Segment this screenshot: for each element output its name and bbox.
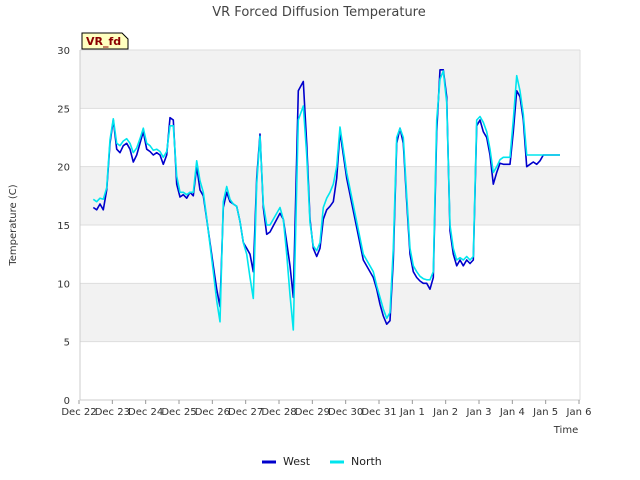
legend-label-north: North [351,455,382,468]
y-tick-label: 15 [57,221,70,232]
y-tick-label: 0 [64,396,70,407]
x-tick-label: Jan 5 [532,407,558,418]
x-tick-label: Dec 27 [228,407,263,418]
x-tick-label: Dec 30 [328,407,363,418]
series-lines [92,69,560,331]
x-tick-label: Dec 31 [361,407,396,418]
x-tick-label: Jan 3 [466,407,492,418]
x-tick-label: Jan 4 [499,407,525,418]
tag-label: VR_fd [86,35,121,48]
x-tick-label: Dec 29 [295,407,330,418]
x-tick-label: Dec 24 [128,407,163,418]
y-tick-label: 20 [57,163,70,174]
x-tick-label: Dec 22 [61,407,96,418]
x-tick-label: Jan 1 [399,407,425,418]
chart-title: VR Forced Diffusion Temperature [212,5,426,20]
vr-fd-tag: VR_fd [81,32,129,50]
x-tick-label: Jan 6 [566,407,592,418]
legend: West North [262,455,382,468]
x-tick-label: Jan 2 [432,407,458,418]
series-line-north [92,70,560,331]
y-axis-label: Temperature (C) [8,184,19,266]
y-tick-label: 30 [57,46,70,57]
x-tick-label: Dec 26 [195,407,230,418]
legend-label-west: West [283,455,311,468]
grid-band [80,166,580,225]
tag-box [81,32,129,50]
x-axis-label: Time [553,425,578,436]
grid-band [80,283,580,342]
y-tick-label: 10 [57,279,70,290]
plot-background [79,49,581,401]
y-tick-label: 25 [57,104,70,115]
series-line-west [92,69,560,326]
x-tick-label: Dec 23 [95,407,130,418]
x-tick-label: Dec 25 [161,407,196,418]
y-axis-ticks: 0 5 10 15 20 25 30 [57,46,70,407]
x-tick-label: Dec 28 [261,407,296,418]
y-tick-label: 5 [64,338,70,349]
grid-band [80,50,580,109]
